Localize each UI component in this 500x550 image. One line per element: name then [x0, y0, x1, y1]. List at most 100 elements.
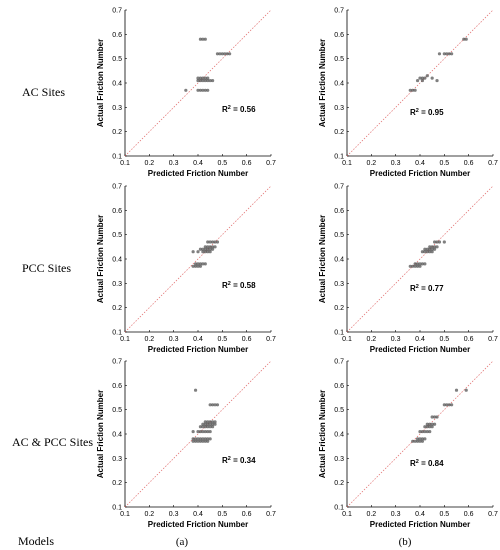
- data-point: [191, 250, 195, 254]
- data-point: [223, 52, 227, 56]
- data-point: [428, 250, 432, 254]
- data-point: [193, 437, 198, 441]
- x-tick-label: 0.5: [439, 336, 449, 343]
- y-tick-label: 0.4: [334, 257, 344, 264]
- y-tick-label: 0.3: [112, 281, 122, 288]
- y-axis-label: Actual Friction Number: [96, 390, 105, 478]
- x-tick-label: 0.3: [391, 336, 401, 343]
- data-point: [415, 437, 420, 441]
- data-point: [425, 74, 429, 78]
- x-axis-label: Predicted Friction Number: [148, 169, 248, 178]
- data-point: [413, 262, 417, 266]
- y-tick-label: 0.2: [334, 305, 344, 312]
- x-tick-label: 0.1: [120, 336, 130, 343]
- data-point: [193, 388, 198, 392]
- x-tick-label: 0.4: [415, 160, 425, 167]
- data-point: [411, 439, 415, 443]
- data-point: [208, 437, 212, 441]
- data-point: [206, 247, 210, 251]
- data-point: [425, 429, 429, 434]
- data-point: [203, 429, 207, 434]
- x-tick-label: 0.7: [488, 160, 498, 167]
- x-tick-label: 0.4: [415, 336, 425, 343]
- data-point: [203, 437, 207, 441]
- y-tick-label: 0.4: [112, 432, 122, 439]
- data-point: [201, 262, 205, 266]
- data-point: [428, 422, 432, 426]
- data-point: [206, 437, 210, 441]
- y-tick-label: 0.7: [112, 8, 122, 15]
- data-point: [420, 439, 425, 443]
- data-point: [208, 425, 212, 429]
- scatter-panels: 0.10.10.20.20.30.30.40.40.50.50.60.60.70…: [96, 8, 498, 530]
- x-tick-label: 0.7: [488, 336, 498, 343]
- y-tick-label: 0.4: [334, 81, 344, 88]
- data-point: [206, 245, 210, 249]
- x-tick-label: 0.3: [169, 336, 179, 343]
- y-tick-label: 0.1: [334, 154, 344, 161]
- data-point: [208, 240, 212, 244]
- data-point: [206, 76, 210, 80]
- data-point: [411, 264, 415, 268]
- data-point: [208, 422, 212, 426]
- data-point: [198, 264, 203, 268]
- data-point: [191, 437, 195, 441]
- data-point: [420, 437, 425, 441]
- data-point: [435, 245, 439, 249]
- identity-line: [124, 185, 272, 333]
- data-point: [203, 439, 207, 443]
- row-label-pcc: PCC Sites: [22, 261, 71, 275]
- y-tick-label: 0.2: [112, 480, 122, 487]
- data-point: [193, 439, 198, 443]
- models-label: Models: [18, 534, 54, 548]
- data-point: [430, 76, 434, 80]
- data-point: [413, 264, 417, 268]
- data-point: [428, 429, 432, 434]
- data-point: [430, 422, 434, 426]
- data-point: [203, 76, 207, 80]
- y-tick-label: 0.6: [334, 32, 344, 39]
- data-point: [423, 437, 427, 441]
- x-tick-label: 0.5: [439, 511, 449, 518]
- data-point: [418, 262, 422, 266]
- x-tick-label: 0.1: [120, 160, 130, 167]
- data-point: [196, 429, 200, 434]
- data-point: [433, 247, 437, 251]
- data-point: [450, 403, 454, 407]
- data-point: [198, 247, 203, 251]
- data-point: [201, 437, 205, 441]
- y-axis-label: Actual Friction Number: [96, 39, 105, 127]
- y-tick-label: 0.7: [112, 359, 122, 366]
- y-tick-label: 0.2: [112, 129, 122, 136]
- y-tick-label: 0.2: [334, 129, 344, 136]
- y-tick-label: 0.1: [334, 330, 344, 337]
- x-tick-label: 0.4: [415, 511, 425, 518]
- scatter-panel-2-a: 0.10.1 0.2 0.2 0.3 0.3 0.4 0.4 0.5 0.5 0.6 0.6 0.7 0…: [96, 184, 276, 355]
- x-tick-label: 0.7: [266, 160, 276, 167]
- y-tick-label: 0.5: [112, 232, 122, 239]
- data-point: [201, 250, 205, 254]
- data-point: [420, 78, 425, 83]
- data-point: [184, 88, 188, 92]
- data-point: [201, 422, 205, 426]
- data-point: [201, 425, 205, 429]
- identity-line: [346, 185, 494, 333]
- x-axis-label: Predicted Friction Number: [370, 169, 470, 178]
- data-point: [196, 437, 200, 441]
- data-point: [198, 437, 203, 441]
- x-tick-label: 0.4: [193, 336, 203, 343]
- data-point: [211, 247, 215, 251]
- data-point: [225, 52, 229, 56]
- data-point: [211, 78, 215, 83]
- data-point: [425, 247, 429, 251]
- data-point: [420, 76, 425, 80]
- data-point: [218, 52, 222, 56]
- r-squared-annotation: R2 = 0.95: [410, 108, 444, 117]
- data-point: [203, 88, 207, 92]
- r-squared-annotation: R2 = 0.58: [222, 281, 256, 290]
- data-point: [213, 420, 217, 424]
- data-point: [213, 422, 217, 426]
- data-point: [423, 250, 427, 254]
- y-tick-label: 0.7: [334, 184, 344, 191]
- data-point: [433, 415, 437, 419]
